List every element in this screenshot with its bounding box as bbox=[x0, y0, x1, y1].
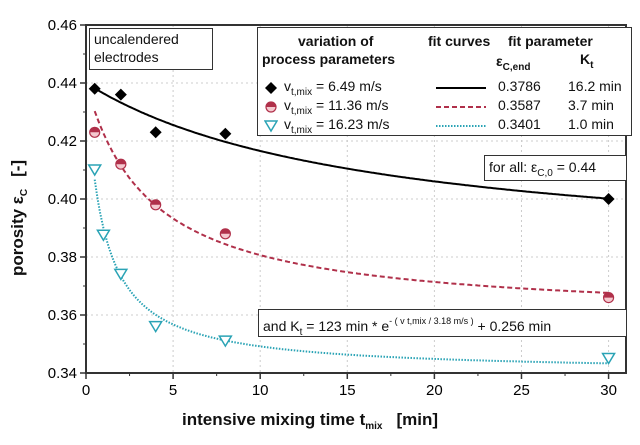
legend-marker-icon bbox=[264, 120, 278, 133]
y-tick-label: 0.34 bbox=[48, 365, 77, 382]
fit-curve-0 bbox=[94, 87, 609, 200]
y-tick-label: 0.38 bbox=[48, 249, 77, 266]
fit-curve-1 bbox=[93, 110, 609, 294]
legend-kt: K bbox=[580, 51, 591, 67]
data-point-1 bbox=[89, 126, 101, 138]
data-point-2 bbox=[113, 268, 129, 281]
legend-marker bbox=[265, 101, 277, 113]
forall-value: = 0.44 bbox=[552, 159, 597, 175]
legend-line-icon bbox=[436, 106, 486, 108]
legend-v-sub: t,mix bbox=[291, 125, 313, 136]
legend-marker-icon bbox=[265, 101, 277, 113]
y-tick-label: 0.42 bbox=[48, 133, 77, 150]
legend-v: v bbox=[284, 97, 291, 113]
data-point-2 bbox=[96, 229, 111, 242]
forall-label: for all: ε bbox=[489, 159, 538, 175]
y-tick-label: 0.36 bbox=[48, 307, 77, 324]
legend-v: v bbox=[284, 116, 291, 132]
legend-series-value: = 6.49 m/s bbox=[316, 78, 382, 94]
legend-eps-end: 0.3587 bbox=[498, 97, 541, 113]
x-tick-label: 20 bbox=[426, 382, 443, 399]
y-tick-label: 0.44 bbox=[48, 75, 77, 92]
kt-formula-box: and Kt = 123 min * e- ( v t,mix / 3.18 m… bbox=[258, 309, 627, 338]
kt-formula-b: = 123 min * e bbox=[302, 318, 390, 334]
legend-series-value: = 11.36 m/s bbox=[316, 97, 389, 113]
y-axis-label: porosity εC[-] bbox=[8, 159, 30, 276]
data-point-2 bbox=[218, 335, 233, 348]
kt-formula-sub: t bbox=[299, 327, 303, 338]
kt-formula-exponent: - ( v t,mix / 3.18 m/s ) bbox=[389, 316, 474, 326]
x-tick-label: 0 bbox=[82, 382, 90, 399]
legend-eps-end: 0.3401 bbox=[498, 116, 541, 132]
legend-v: v bbox=[284, 78, 291, 94]
legend-kt-value: 16.2 min bbox=[568, 78, 622, 94]
x-tick-label: 30 bbox=[600, 382, 617, 399]
fit-curve-2 bbox=[93, 179, 609, 365]
legend-eps-end: 0.3786 bbox=[498, 78, 541, 94]
data-point-1 bbox=[115, 158, 127, 170]
x-tick-label: 10 bbox=[252, 382, 269, 399]
data-point-0 bbox=[114, 88, 127, 101]
eps-c0-box: for all: εC,0 = 0.44 bbox=[484, 155, 627, 181]
data-point-1 bbox=[219, 228, 231, 240]
legend-line-icon bbox=[436, 87, 486, 89]
data-point-1 bbox=[602, 292, 615, 304]
data-point-2 bbox=[601, 352, 616, 365]
data-point-0 bbox=[88, 82, 101, 95]
data-point-2 bbox=[148, 320, 164, 334]
legend-marker bbox=[264, 120, 278, 133]
legend-kt-sub: t bbox=[590, 60, 594, 71]
legend-eps: ε bbox=[496, 53, 503, 69]
legend-header-variation: variation of bbox=[298, 33, 374, 49]
kt-formula-c: + 0.256 min bbox=[473, 318, 552, 334]
legend-kt-value: 1.0 min bbox=[568, 116, 614, 132]
data-point-1 bbox=[150, 199, 162, 211]
legend-kt-value: 3.7 min bbox=[568, 97, 614, 113]
sample-label-1: uncalendered bbox=[94, 31, 179, 47]
legend-marker-icon bbox=[265, 82, 277, 94]
legend-v-sub: t,mix bbox=[291, 106, 313, 117]
sample-label-2: electrodes bbox=[94, 49, 159, 65]
y-tick-label: 0.40 bbox=[48, 191, 77, 208]
legend-v-sub: t,mix bbox=[291, 87, 313, 98]
data-point-0 bbox=[602, 193, 615, 205]
legend-eps-sub: C,end bbox=[502, 62, 531, 73]
legend: variation of process parameters fit curv… bbox=[257, 27, 632, 136]
data-point-0 bbox=[219, 127, 232, 140]
legend-line-icon bbox=[436, 125, 486, 127]
data-point-0 bbox=[149, 126, 162, 139]
sample-annotation-box: uncalendered electrodes bbox=[89, 28, 213, 70]
legend-series-value: = 16.23 m/s bbox=[316, 116, 390, 132]
x-tick-label: 5 bbox=[169, 382, 177, 399]
data-point-2 bbox=[87, 164, 103, 177]
forall-sub: C,0 bbox=[537, 168, 553, 179]
x-axis-label: intensive mixing time tmix [min] bbox=[182, 410, 439, 432]
x-tick-label: 25 bbox=[513, 382, 530, 399]
legend-marker bbox=[265, 82, 277, 94]
x-tick-label: 15 bbox=[339, 382, 356, 399]
kt-formula-a: and K bbox=[263, 318, 300, 334]
legend-header-process: process parameters bbox=[262, 51, 396, 67]
legend-header-fit-curves: fit curves bbox=[428, 33, 491, 49]
legend-header-fit-parameter: fit parameter bbox=[508, 33, 593, 49]
y-tick-label: 0.46 bbox=[48, 17, 77, 34]
